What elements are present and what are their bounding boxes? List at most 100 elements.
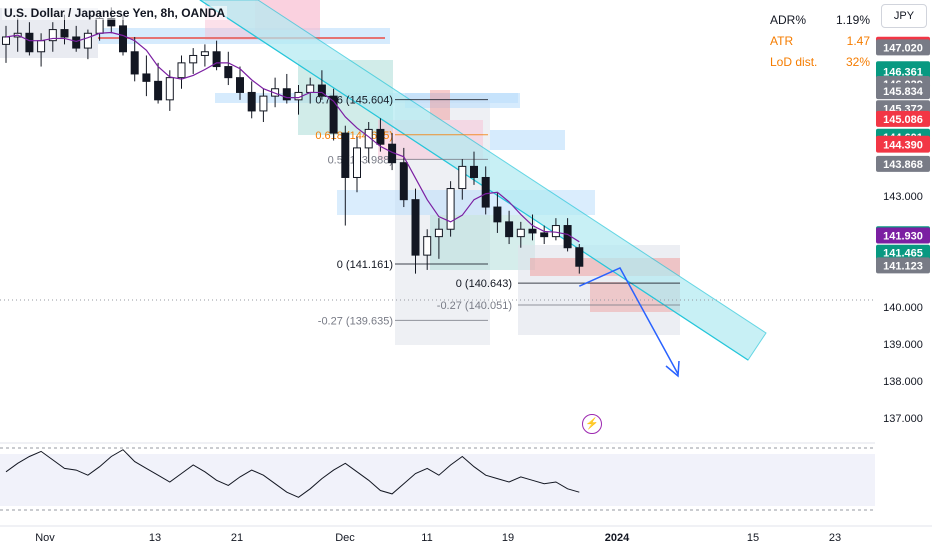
- candle-body: [200, 51, 209, 56]
- candle-body: [95, 17, 104, 34]
- candle-body: [528, 228, 537, 234]
- zone-rect: [430, 90, 450, 120]
- candle-body: [247, 91, 256, 112]
- candle-body: [259, 95, 268, 112]
- candle-body: [317, 84, 326, 97]
- overlay-lines: [0, 31, 875, 378]
- candle-body: [48, 29, 57, 42]
- candle-body: [25, 32, 34, 53]
- time-tick-label: 2024: [605, 532, 630, 544]
- rsi-line: [5, 449, 580, 498]
- candle-body: [37, 40, 46, 53]
- candle-body: [212, 51, 221, 68]
- candle-body: [516, 228, 525, 238]
- candle-body: [446, 188, 455, 230]
- price-tag-value: 141.930: [883, 231, 923, 243]
- sma-line: [5, 31, 580, 243]
- zone-rect: [490, 130, 565, 150]
- candle-body: [236, 77, 244, 93]
- candle-body: [434, 228, 443, 238]
- stat-label: ADR%: [770, 13, 807, 27]
- price-tag-value: 145.834: [883, 86, 924, 98]
- currency-selector[interactable]: JPY: [881, 4, 927, 28]
- time-tick-label: 21: [231, 532, 243, 544]
- price-tick-label: 138.000: [883, 376, 923, 388]
- price-tag: [876, 257, 930, 274]
- candle-body: [481, 176, 490, 208]
- time-tick-label: Dec: [335, 532, 355, 544]
- arrow-head-icon: [665, 360, 680, 378]
- candle-body: [119, 25, 127, 53]
- stats-table: ADR% 1.19% ATR 1.47 LoD dist. 32%: [770, 10, 870, 73]
- candle-body: [341, 132, 350, 178]
- candle-body: [2, 36, 10, 45]
- price-tag-value: 143.868: [883, 159, 923, 171]
- candle-body: [411, 199, 420, 256]
- stat-value: 1.47: [846, 34, 870, 48]
- stat-label: ATR: [770, 34, 794, 48]
- price-tag-value: 144.390: [883, 140, 923, 152]
- price-tag: [876, 155, 930, 172]
- time-tick-label: 13: [149, 532, 161, 544]
- stat-label: LoD dist.: [770, 55, 818, 69]
- projection-path: [578, 267, 679, 375]
- price-tag: [876, 227, 930, 244]
- price-tick-label: 137.000: [883, 413, 923, 425]
- stat-row: ATR 1.47: [770, 31, 870, 52]
- fib-level-label: 0 (141.161): [337, 259, 393, 271]
- time-tick-label: 11: [421, 532, 432, 544]
- candle-body: [282, 88, 291, 101]
- price-axis[interactable]: 143.000 140.000 139.000 138.000 137.000 147.0…: [875, 0, 932, 550]
- price-tag: [876, 83, 930, 100]
- candle-body: [189, 54, 198, 64]
- fib-level-label: 0 (140.643): [456, 278, 512, 290]
- fib-level-label: -0.27 (140.051): [437, 300, 512, 312]
- candle-body: [458, 165, 467, 190]
- price-tag: [876, 63, 930, 80]
- candle-body: [470, 165, 478, 178]
- candle-body: [505, 221, 514, 238]
- candle-body: [399, 162, 408, 201]
- price-tag: [876, 244, 930, 261]
- candle-body: [364, 128, 373, 149]
- rsi-pane: 60.0020.0051.4336.5032.12: [0, 442, 932, 527]
- candle-body: [575, 247, 584, 267]
- stat-row: LoD dist. 32%: [770, 52, 870, 73]
- price-tick-label: 140.000: [883, 302, 923, 314]
- candle-body: [329, 95, 338, 134]
- time-axis[interactable]: Nov 13 21 Dec 11 19 2024 15 23: [0, 525, 932, 544]
- candle-body: [177, 62, 186, 79]
- price-tick-label: 139.000: [883, 339, 923, 351]
- stat-row: ADR% 1.19%: [770, 10, 870, 31]
- candle-body: [154, 80, 163, 101]
- candle-body: [353, 147, 361, 178]
- candle-body: [551, 225, 560, 238]
- stat-value: 32%: [845, 55, 870, 69]
- price-tag-value: 146.361: [883, 67, 923, 79]
- time-tick-label: 15: [747, 532, 759, 544]
- candle-body: [540, 232, 549, 238]
- candle-body: [142, 73, 151, 82]
- candle-body: [83, 32, 92, 49]
- candle-body: [224, 66, 233, 79]
- candle-body: [493, 206, 502, 223]
- zone-rect: [405, 93, 520, 108]
- candle-body: [306, 84, 315, 93]
- price-tag: [876, 136, 930, 153]
- lightning-icon[interactable]: ⚡: [582, 414, 602, 434]
- candle-body: [376, 128, 385, 145]
- zones-layer: [0, 0, 680, 345]
- price-tag-value: 145.086: [883, 114, 923, 126]
- candle-body: [72, 36, 81, 49]
- time-tick-label: Nov: [35, 532, 55, 544]
- rsi-band: [0, 454, 875, 506]
- time-tick-label: 19: [502, 532, 514, 544]
- price-tag-value: 147.020: [883, 42, 923, 54]
- candle-body: [60, 29, 69, 38]
- price-tag-value: 141.123: [883, 260, 923, 272]
- candle-body: [130, 51, 139, 75]
- candle-body: [423, 236, 432, 256]
- stat-value: 1.19%: [835, 13, 870, 27]
- price-tag: [876, 39, 930, 56]
